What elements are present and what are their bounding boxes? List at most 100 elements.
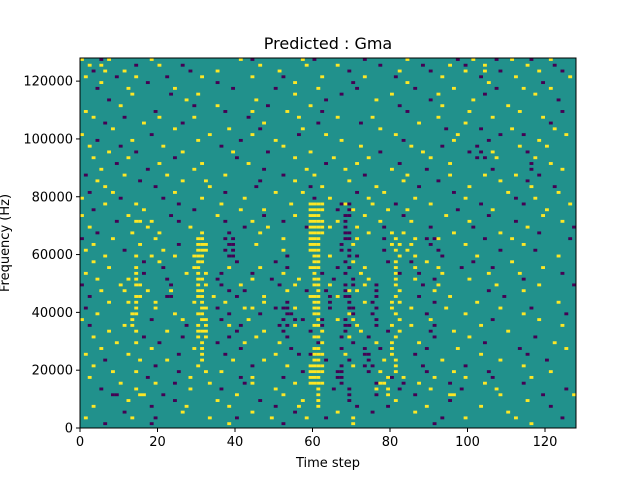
heatmap-cell [122, 410, 127, 414]
heatmap-cell [300, 58, 305, 61]
heatmap-cell [366, 358, 371, 362]
heatmap-cell [347, 306, 352, 310]
heatmap-cell [386, 404, 391, 408]
heatmap-cell [393, 358, 398, 362]
heatmap-cell [413, 196, 418, 200]
heatmap-cell [494, 86, 499, 90]
heatmap-cell [452, 329, 456, 333]
heatmap-cell [142, 271, 146, 275]
heatmap-cell [362, 352, 367, 356]
heatmap-cell [343, 260, 348, 264]
heatmap-cell [142, 208, 146, 212]
heatmap-cell [424, 312, 429, 316]
heatmap-cell [176, 370, 181, 374]
heatmap-cell [153, 381, 158, 385]
heatmap-cell [355, 289, 360, 293]
heatmap-cell [339, 370, 344, 374]
heatmap-cell [114, 393, 119, 397]
heatmap-cell [316, 399, 321, 402]
heatmap-cell [479, 323, 484, 327]
heatmap-cell [320, 219, 325, 223]
x-axis-ticks: 0 20 40 60 80 100 120 [76, 428, 557, 450]
heatmap-cell [390, 352, 394, 356]
heatmap-cell [250, 381, 255, 385]
heatmap-cell [297, 133, 301, 137]
heatmap-cell [521, 86, 526, 90]
heatmap-cell [238, 323, 243, 327]
heatmap-cell [200, 341, 205, 345]
heatmap-cell [145, 167, 150, 171]
heatmap-cell [312, 312, 317, 316]
heatmap-cell [312, 214, 317, 217]
heatmap-cell [145, 289, 150, 293]
heatmap-cell [347, 266, 352, 270]
heatmap-cell [227, 266, 232, 270]
heatmap-cell [343, 202, 348, 206]
heatmap-cell [227, 312, 232, 316]
heatmap-cell [529, 422, 534, 426]
heatmap-cell [397, 243, 402, 246]
heatmap-cell [347, 248, 352, 252]
heatmap-cell [324, 162, 329, 165]
heatmap-cell [339, 248, 344, 252]
heatmap-cell [180, 179, 185, 183]
heatmap-cell [436, 237, 441, 241]
heatmap-cell [254, 98, 259, 102]
heatmap-cell [134, 295, 139, 298]
heatmap-cell [161, 144, 166, 148]
heatmap-cell [250, 277, 255, 281]
heatmap-cell [355, 254, 360, 258]
heatmap-cell [374, 393, 379, 397]
heatmap-cell [142, 260, 146, 264]
heatmap-cell [161, 266, 166, 270]
heatmap-cell [386, 260, 391, 264]
heatmap-cell [304, 225, 309, 229]
heatmap-cell [258, 179, 263, 183]
heatmap-cell [227, 231, 232, 235]
heatmap-cell [114, 219, 119, 223]
heatmap-cell [242, 289, 247, 293]
heatmap-cell [417, 271, 422, 275]
heatmap-cell [397, 104, 402, 108]
heatmap-cell [440, 104, 445, 108]
heatmap-cell [165, 173, 170, 177]
heatmap-cell [366, 370, 371, 374]
heatmap-cell [312, 335, 317, 339]
heatmap-cell [366, 335, 371, 339]
heatmap-cell [200, 75, 205, 79]
heatmap-cell [246, 162, 251, 165]
heatmap-cell [316, 306, 321, 310]
y-tick-label: 120000 [23, 75, 73, 90]
heatmap-cell [293, 318, 298, 322]
heatmap-cell [269, 416, 274, 420]
heatmap-cell [153, 110, 158, 113]
heatmap-cell [316, 289, 321, 293]
heatmap-cell [339, 347, 344, 350]
y-tick-label: 60000 [32, 248, 73, 263]
heatmap-cell [428, 156, 433, 160]
heatmap-cell [277, 283, 282, 287]
heatmap-cell [316, 404, 321, 408]
heatmap-cell [417, 121, 422, 125]
heatmap-cell [390, 167, 394, 171]
heatmap-cell [378, 347, 383, 350]
heatmap-cell [320, 231, 325, 235]
heatmap-cell [200, 254, 205, 258]
heatmap-cell [452, 370, 456, 374]
heatmap-cell [432, 323, 437, 327]
heatmap-cell [122, 115, 127, 119]
heatmap-cell [149, 347, 154, 350]
heatmap-cell [316, 352, 321, 356]
heatmap-cell [533, 156, 538, 160]
heatmap-cell [91, 115, 96, 119]
heatmap-cell [204, 370, 208, 374]
heatmap-background [80, 58, 576, 428]
heatmap-cell [184, 404, 189, 408]
heatmap-cell [339, 138, 344, 142]
heatmap-cell [273, 387, 278, 391]
heatmap-cell [556, 190, 561, 194]
heatmap-cell [262, 329, 267, 333]
heatmap-cell [401, 381, 406, 385]
heatmap-cell [393, 271, 398, 275]
heatmap-cell [343, 167, 348, 171]
